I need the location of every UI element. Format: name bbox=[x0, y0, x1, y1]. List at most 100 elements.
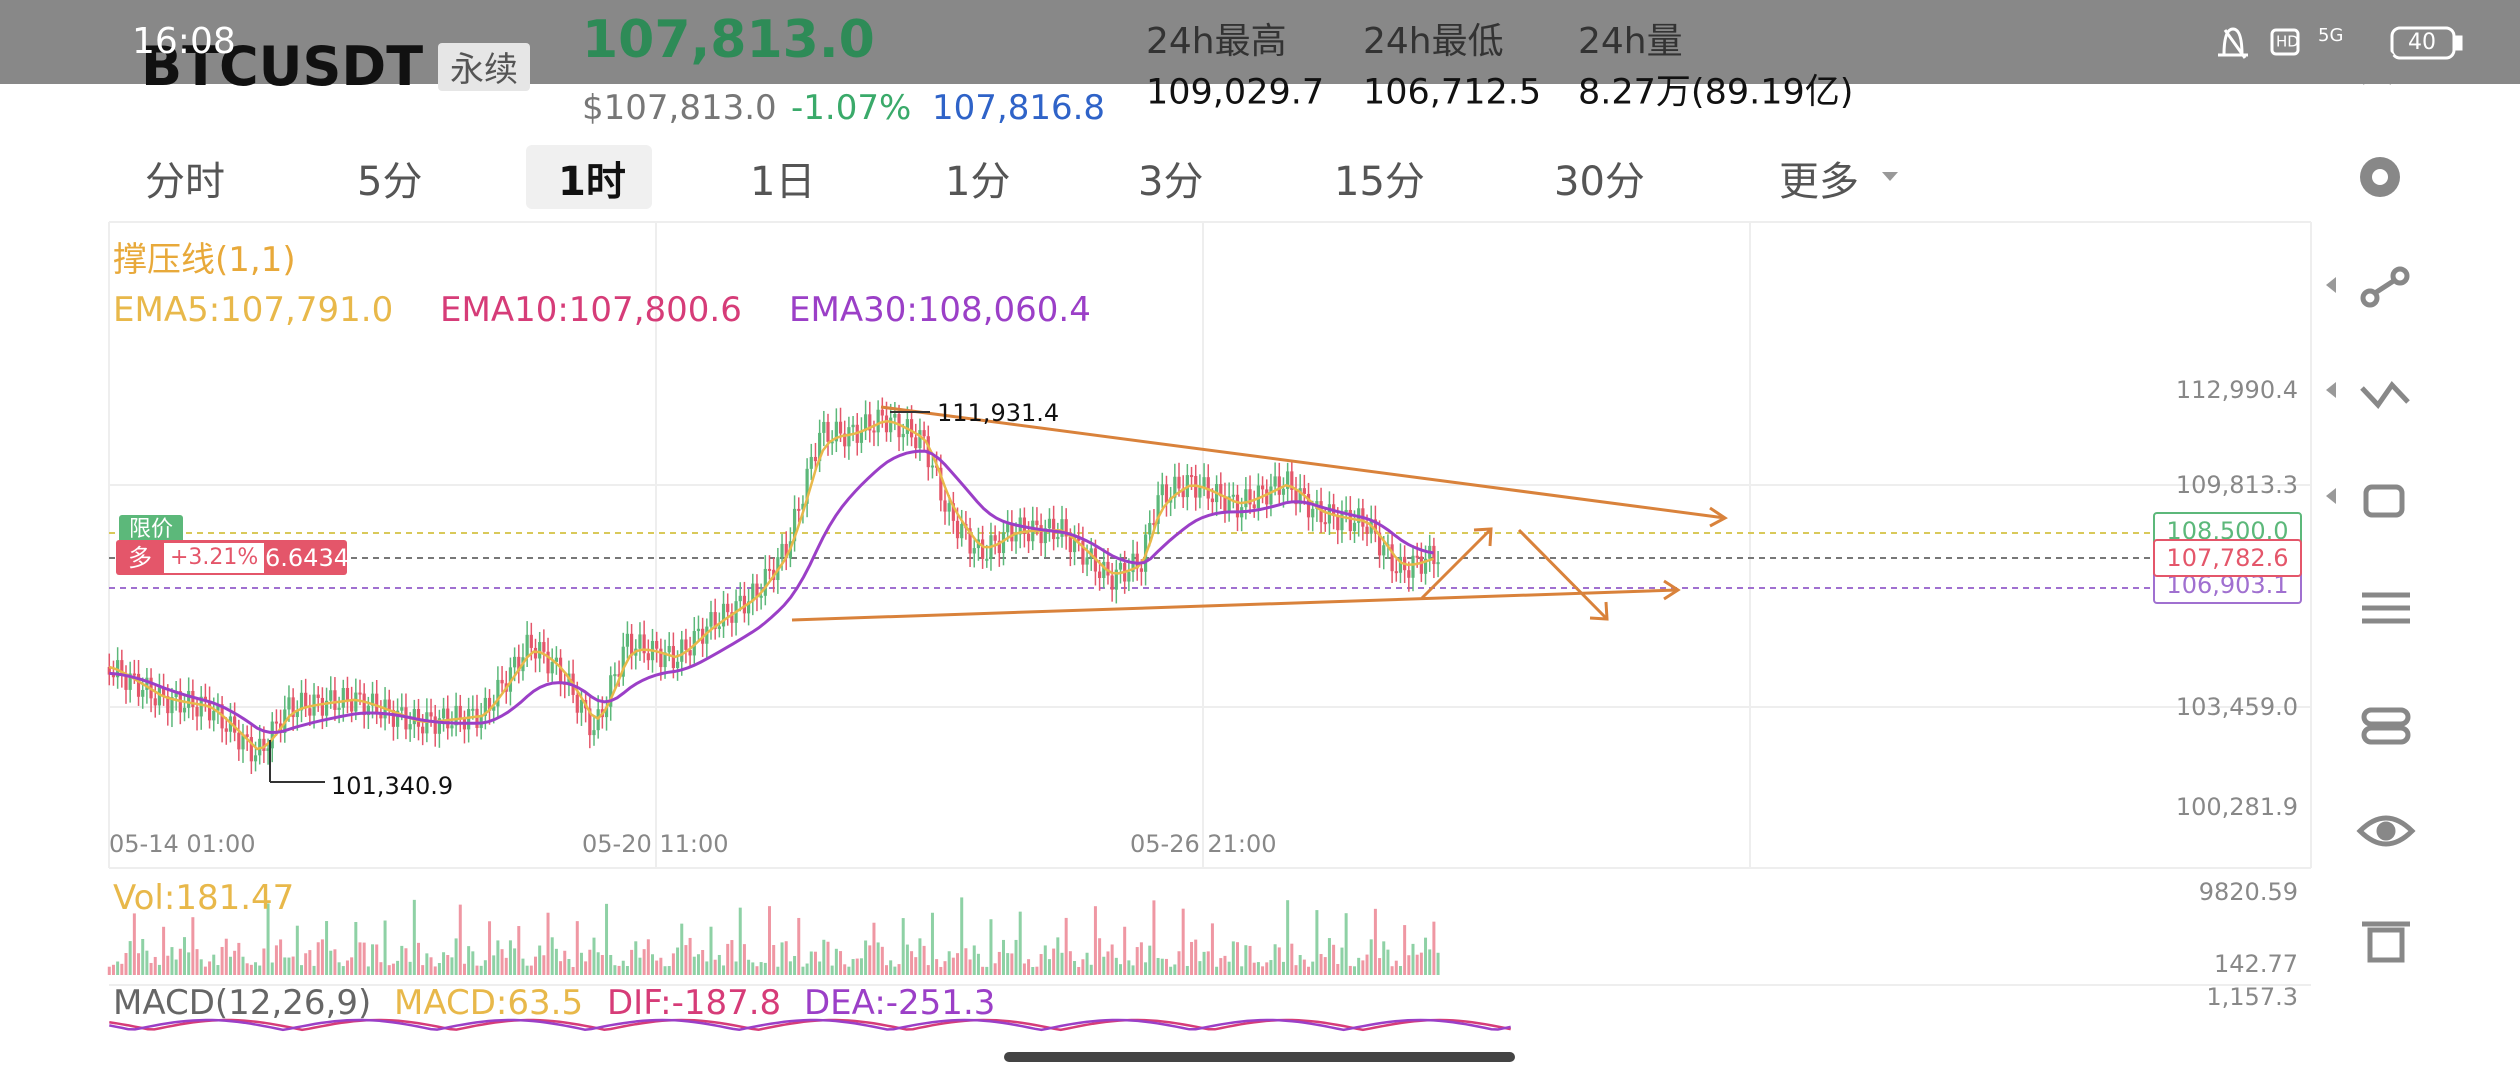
toolbar[interactable] bbox=[2356, 266, 2416, 963]
status-hd: HD bbox=[2276, 32, 2299, 51]
candle-body bbox=[947, 503, 951, 512]
candle-body bbox=[400, 707, 404, 711]
volume-bar bbox=[391, 963, 395, 975]
volume-bar bbox=[208, 961, 212, 975]
volume-bar bbox=[726, 943, 730, 975]
candle-body bbox=[1173, 476, 1177, 498]
volume-bar bbox=[822, 939, 826, 975]
candle-body bbox=[162, 687, 166, 697]
y-tick-label: 109,813.3 bbox=[2175, 471, 2298, 499]
volume-bar bbox=[554, 948, 558, 975]
volume-bar bbox=[734, 961, 738, 975]
volume-bar bbox=[137, 953, 141, 975]
volume-bar bbox=[116, 961, 120, 975]
volume-bar bbox=[488, 921, 492, 975]
candle-body bbox=[880, 409, 884, 416]
volume-bar bbox=[579, 952, 583, 975]
volume-bar bbox=[596, 952, 600, 975]
candle-body bbox=[203, 696, 207, 701]
volume-bar bbox=[379, 962, 383, 975]
volume-bars bbox=[107, 897, 1440, 975]
candle-body bbox=[889, 417, 893, 433]
timeframe-tab[interactable]: 3分 bbox=[1138, 159, 1204, 205]
volume-bar bbox=[1227, 961, 1231, 975]
volume-bar bbox=[1424, 937, 1428, 975]
timeframe-tab[interactable]: 1日 bbox=[750, 159, 816, 205]
candle-body bbox=[141, 689, 145, 697]
candle-body bbox=[320, 697, 324, 716]
candle-body bbox=[805, 468, 809, 504]
volume-bar bbox=[170, 947, 174, 975]
volume-bar bbox=[462, 963, 466, 975]
volume-bar bbox=[483, 960, 487, 975]
timeframe-tab[interactable]: 分时 bbox=[145, 159, 225, 205]
candle-body bbox=[299, 692, 304, 711]
candle-body bbox=[985, 558, 989, 561]
contract-bg bbox=[438, 43, 530, 91]
candle-body bbox=[554, 657, 558, 662]
status-time: 16:08 bbox=[132, 21, 236, 62]
indicator-title: 撑压线(1,1) bbox=[113, 240, 296, 280]
candle-body bbox=[638, 634, 642, 649]
volume-bar bbox=[943, 961, 947, 975]
status-battery: 40 bbox=[2408, 30, 2436, 55]
volume-bar bbox=[864, 940, 868, 975]
candle-body bbox=[350, 700, 354, 712]
volume-bar bbox=[956, 953, 960, 975]
x-tick-label: 05-14 01:00 bbox=[109, 830, 256, 858]
candle-body bbox=[467, 709, 471, 730]
candle-body bbox=[538, 642, 542, 659]
volume-bar bbox=[1089, 964, 1093, 975]
timeframe-tab[interactable]: 更多 bbox=[1779, 159, 1859, 205]
candle-body bbox=[558, 657, 563, 683]
volume-bar bbox=[496, 940, 500, 975]
volume-bar bbox=[1223, 955, 1227, 975]
candle-body bbox=[441, 708, 446, 719]
timeframe-tab[interactable]: 30分 bbox=[1554, 159, 1645, 205]
candle-body bbox=[408, 724, 412, 730]
volume-bar bbox=[801, 966, 805, 975]
candle-body bbox=[216, 704, 220, 711]
dea-value: DEA:-251.3 bbox=[804, 983, 996, 1023]
volume-bar bbox=[1060, 952, 1064, 975]
order-pnl-percent: +3.21% bbox=[164, 543, 265, 573]
candle-body bbox=[1160, 484, 1164, 496]
candle-body bbox=[132, 673, 136, 676]
settings-icon[interactable] bbox=[2360, 157, 2400, 197]
volume-bar bbox=[1077, 966, 1081, 975]
volume-bar bbox=[1064, 917, 1068, 975]
volume-bar bbox=[295, 925, 299, 975]
timeframe-tab[interactable]: 1分 bbox=[945, 159, 1011, 205]
close-button[interactable] bbox=[2360, 51, 2394, 85]
volume-bar bbox=[1248, 945, 1252, 975]
timeframe-tab[interactable]: 15分 bbox=[1334, 159, 1425, 205]
candle-body bbox=[1152, 522, 1156, 525]
candle-body bbox=[930, 465, 935, 468]
timeframe-tab[interactable]: 1时 bbox=[558, 159, 626, 205]
volume-bar bbox=[1006, 953, 1010, 975]
volume-bar bbox=[722, 965, 726, 975]
volume-bar bbox=[1411, 943, 1415, 975]
candle-body bbox=[642, 634, 646, 654]
volume-bar bbox=[337, 962, 341, 975]
candle-body bbox=[1323, 522, 1327, 525]
volume-bar bbox=[592, 937, 596, 975]
candle-body bbox=[943, 500, 947, 512]
stat-label: 24h最高 bbox=[1146, 21, 1287, 62]
candle-body bbox=[834, 421, 838, 442]
volume-bar bbox=[1344, 913, 1348, 975]
volume-bar bbox=[279, 939, 283, 975]
candle-body bbox=[847, 427, 851, 447]
volume-bar bbox=[763, 962, 767, 975]
candle-body bbox=[266, 748, 270, 751]
candle-body bbox=[1407, 570, 1411, 578]
timeframe-tab[interactable]: 5分 bbox=[357, 159, 423, 205]
volume-bar bbox=[241, 956, 245, 975]
stat-value: 106,712.5 bbox=[1363, 72, 1542, 113]
candle-body bbox=[792, 508, 797, 542]
volume-bar bbox=[1119, 964, 1122, 975]
volume-bar bbox=[471, 951, 475, 975]
volume-label: Vol:181.47 bbox=[113, 878, 295, 918]
volume-bar bbox=[705, 961, 709, 975]
